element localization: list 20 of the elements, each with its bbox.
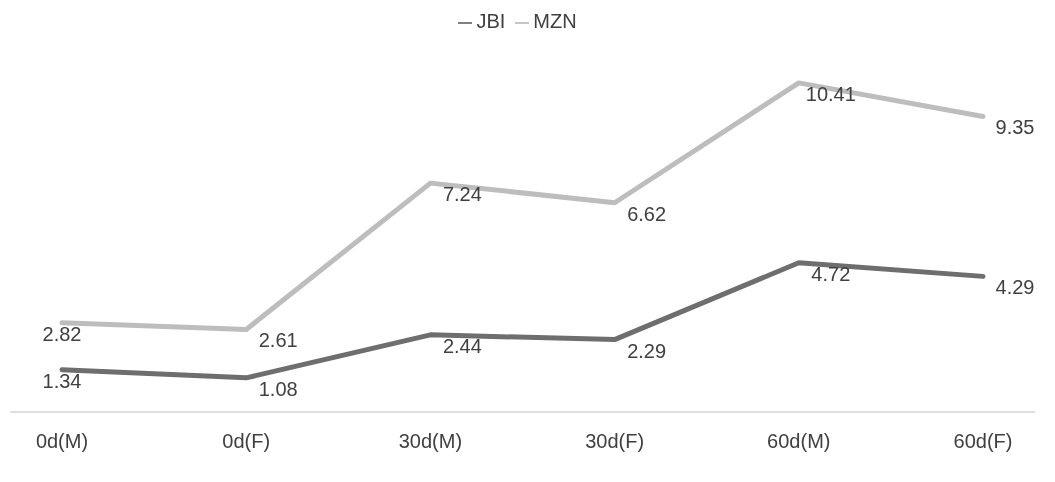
data-label: 4.72 [811,262,851,285]
legend-label: MZN [533,10,577,32]
x-tick-label: 60d(F) [953,430,1013,453]
data-label: 9.35 [995,116,1035,139]
data-label: 1.34 [42,369,82,392]
data-label: 10.41 [805,82,856,105]
legend-label: JBI [476,10,506,32]
data-label: 7.24 [442,183,482,206]
data-label: 6.62 [627,202,667,225]
data-label: 2.82 [42,322,82,345]
x-tick-label: 0d(M) [35,430,89,453]
x-tick-label: 30d(M) [398,430,463,453]
data-label: 4.29 [995,276,1035,299]
x-tick-label: 60d(M) [767,430,831,453]
x-tick-label: 30d(F) [585,430,645,453]
data-label: 1.08 [258,377,298,400]
data-label: 2.29 [627,339,667,362]
data-label: 2.61 [258,329,298,352]
data-label: 2.44 [442,334,482,357]
x-tick-label: 0d(F) [222,430,271,453]
